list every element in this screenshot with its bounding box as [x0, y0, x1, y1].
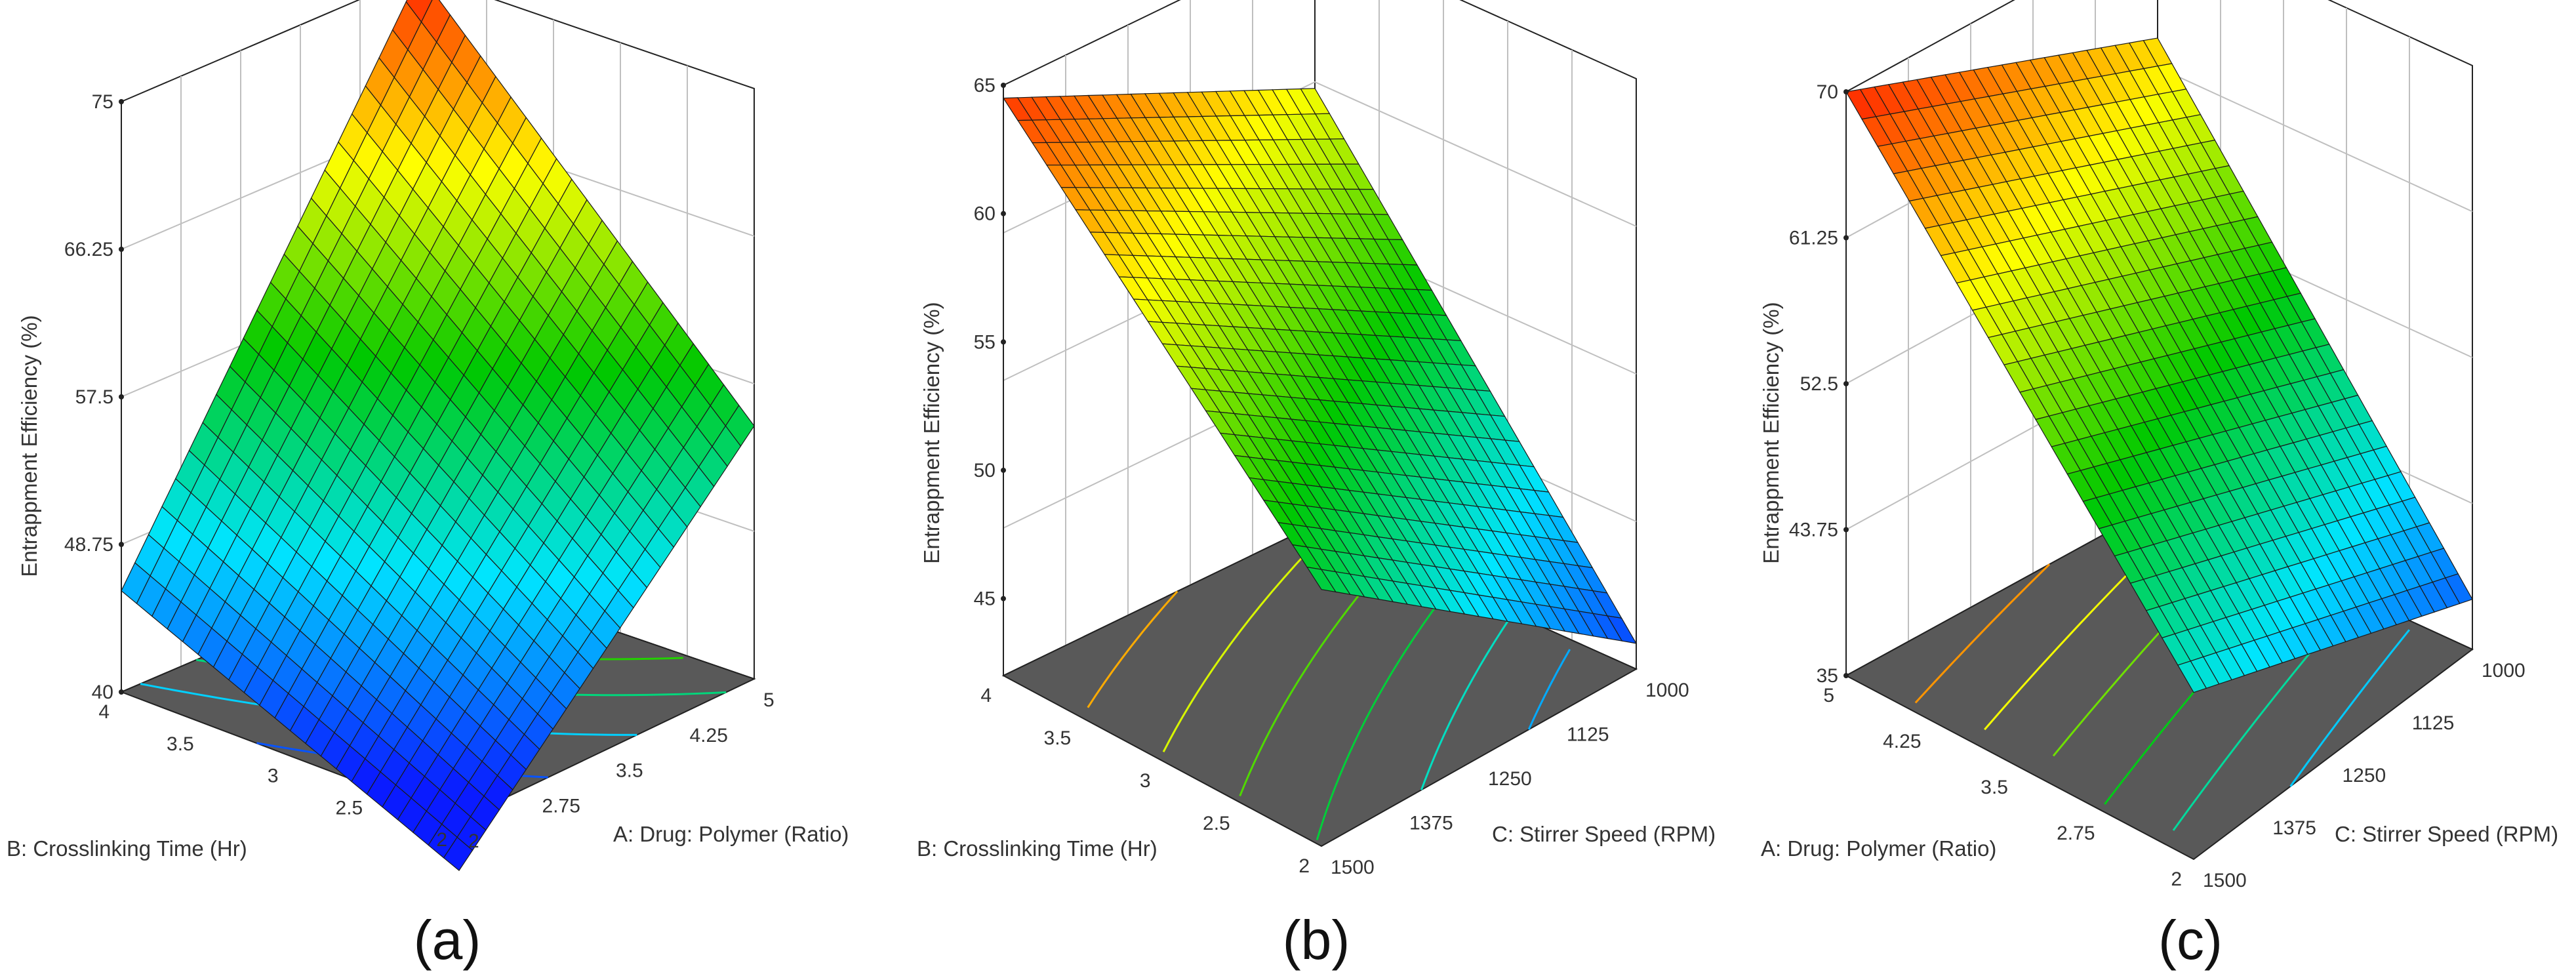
panel-b-z-tick-mark: [1001, 596, 1006, 601]
panel-c-z-tick-mark: [1843, 89, 1849, 94]
panel-c-label: (c): [2158, 909, 2223, 971]
panel-c-surface-cell: [2177, 661, 2207, 693]
panel-a-label: (a): [414, 909, 481, 971]
panel-b-y-tick-label: 3.5: [1044, 727, 1072, 749]
panel-c-z-tick-mark: [1843, 527, 1849, 533]
panel-a-z-tick-mark: [119, 394, 124, 399]
panel-b-z-tick-mark: [1001, 211, 1006, 216]
panel-c-x-tick-label: 1125: [2412, 712, 2455, 734]
panel-b-contour-line: [1316, 586, 1452, 840]
panel-a-z-axis-title: Entrappment Efficiency (%): [17, 315, 41, 577]
panel-c-contour-line: [1914, 563, 2051, 704]
panel-c-contour-line: [2289, 629, 2411, 787]
panel-b-contour-line: [1420, 617, 1511, 790]
panel-c-y-tick-label: 2: [2171, 868, 2182, 890]
panel-a-z-tick-mark: [119, 542, 124, 547]
panel-a-y-tick-label: 3: [268, 765, 279, 787]
panel-c-z-tick-label: 61.25: [1789, 228, 1838, 249]
panel-b-ticks: 45 50 55 60 65 2 2.5 3 3.5 4 1000 1125 1250 1375 1500: [974, 75, 1689, 878]
panel-c-y-axis-title: A: Drug: Polymer (Ratio): [1761, 836, 1996, 861]
panel-b-label: (b): [1283, 909, 1350, 971]
panel-a-x-tick-label: 2.75: [542, 795, 580, 817]
panel-a-z-tick-label: 48.75: [64, 534, 113, 556]
panel-c-x-axis-title: C: Stirrer Speed (RPM): [2335, 822, 2558, 846]
panel-b-surface: [1002, 88, 1638, 644]
panel-c-z-axis-title: Entrappment Efficiency (%): [1759, 302, 1783, 563]
panel-b-x-axis-title: C: Stirrer Speed (RPM): [1492, 822, 1716, 846]
panel-b-x-tick-label: 1250: [1488, 768, 1532, 790]
panel-a-z-tick-label: 75: [92, 91, 113, 113]
panel-b-y-tick-label: 3: [1140, 770, 1151, 792]
panel-a-y-axis-title: B: Crosslinking Time (Hr): [7, 836, 247, 861]
panel-b-z-tick-label: 60: [974, 203, 996, 225]
panel-a-ticks: 40 48.75 57.5 66.25 75 2 2.5 3 3.5 4 2 2.75 3.5 4.25 5: [64, 91, 775, 852]
panel-b-y-tick-label: 4: [980, 685, 992, 706]
panel-b-x-tick-label: 1000: [1645, 680, 1689, 701]
panel-c-z-tick-mark: [1843, 673, 1849, 678]
panel-c-z-tick-mark: [1843, 381, 1849, 386]
panel-a-x-axis-title: A: Drug: Polymer (Ratio): [613, 822, 849, 846]
panel-b-z-axis-title: Entrappment Efficiency (%): [919, 302, 944, 563]
panel-b-y-tick-label: 2: [1298, 855, 1310, 877]
panel-a-y-tick-label: 4: [98, 701, 110, 723]
panel-c-surface: [1845, 37, 2473, 693]
panel-c-x-tick-label: 1250: [2343, 765, 2386, 786]
panel-a: 40 48.75 57.5 66.25 75 2 2.5 3 3.5 4 2 2.75 3.5 4.25 5…: [7, 0, 849, 971]
panel-b-z-tick-label: 55: [974, 331, 996, 353]
panel-c-ticks: 35 43.75 52.5 61.25 70 2 2.75 3.5 4.25 5 1000 1125 1…: [1789, 81, 2526, 891]
panel-b-contour-line: [1239, 567, 1382, 797]
panel-c-z-tick-mark: [1843, 235, 1849, 241]
panel-c-z-tick-label: 70: [1817, 81, 1838, 103]
panel-b-contour-line: [1527, 649, 1571, 730]
panel-a-surface: [121, 0, 755, 871]
panel-a-x-tick-label: 2: [468, 830, 479, 852]
panel-b-z-tick-mark: [1001, 83, 1006, 88]
panel-a-x-tick-label: 4.25: [690, 725, 728, 746]
panel-c-y-tick-label: 2.75: [2057, 823, 2095, 844]
panel-b-x-tick-label: 1500: [1331, 857, 1375, 878]
panel-a-x-tick-label: 3.5: [616, 760, 643, 782]
panel-b-x-tick-label: 1125: [1567, 724, 1609, 746]
panel-c-x-tick-label: 1500: [2203, 870, 2247, 891]
panel-a-z-tick-mark: [119, 689, 124, 695]
panel-b-contour-line: [1162, 535, 1323, 753]
panel-a-y-tick-label: 2.5: [336, 797, 363, 819]
panel-a-surface-cell: [443, 836, 473, 871]
panel-c-z-tick-label: 35: [1817, 665, 1838, 687]
panel-b-x-tick-label: 1375: [1409, 813, 1453, 834]
panel-a-x-tick-label: 5: [763, 689, 775, 711]
panel-c-y-tick-label: 5: [1823, 685, 1834, 706]
panel-b-z-tick-label: 65: [974, 75, 996, 96]
panel-b-z-tick-label: 50: [974, 460, 996, 481]
panel-c-y-tick-label: 4.25: [1883, 731, 1921, 752]
panel-c-x-tick-label: 1000: [2482, 660, 2526, 682]
panel-c-z-tick-label: 43.75: [1789, 520, 1838, 541]
panel-c-z-tick-label: 52.5: [1800, 373, 1838, 395]
panel-c-y-tick-label: 3.5: [1981, 777, 2008, 798]
panel-b-z-tick-mark: [1001, 467, 1006, 473]
panel-b-surface-cell: [1306, 566, 1337, 593]
panel-b-y-tick-label: 2.5: [1203, 813, 1230, 834]
panel-a-z-tick-label: 57.5: [75, 386, 113, 408]
panel-a-z-tick-label: 40: [92, 682, 113, 703]
panel-b-z-tick-mark: [1001, 339, 1006, 345]
panel-b-y-axis-title: B: Crosslinking Time (Hr): [917, 836, 1157, 861]
panel-a-z-tick-mark: [119, 99, 124, 104]
panel-a-z-tick-mark: [119, 247, 124, 252]
panel-a-z-tick-label: 66.25: [64, 239, 113, 260]
panel-c-x-tick-label: 1375: [2272, 817, 2316, 839]
panel-b-contour-line: [1087, 590, 1178, 708]
panel-a-y-tick-label: 3.5: [167, 733, 194, 755]
panel-b-z-tick-label: 45: [974, 588, 996, 610]
panel-a-y-tick-label: 2: [436, 829, 447, 851]
panel-b-contours: [1087, 535, 1571, 840]
panel-c: 35 43.75 52.5 61.25 70 2 2.75 3.5 4.25 5 1000 1125 1…: [1759, 0, 2558, 971]
